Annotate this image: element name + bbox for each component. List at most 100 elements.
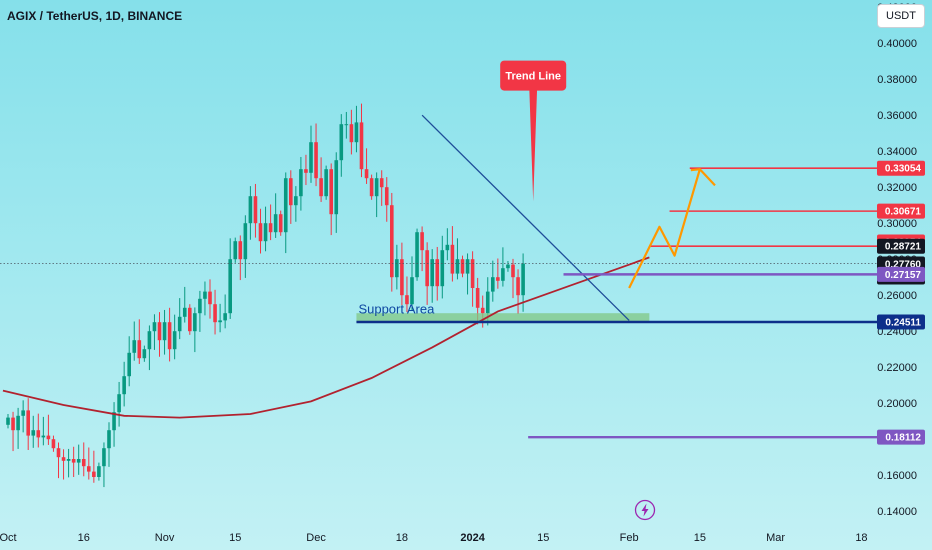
candle-body bbox=[354, 122, 359, 143]
candle bbox=[152, 314, 157, 350]
candle bbox=[213, 289, 217, 335]
candle bbox=[283, 172, 288, 254]
candle bbox=[420, 226, 424, 272]
date-tick-label: 16 bbox=[78, 532, 90, 544]
price-tick-label: 0.32000 bbox=[877, 182, 917, 194]
candle bbox=[379, 170, 384, 206]
candle bbox=[425, 242, 429, 305]
candle bbox=[354, 105, 359, 153]
candle-body bbox=[198, 298, 202, 314]
candle-body bbox=[152, 322, 157, 332]
price-axis[interactable]: 0.420000.400000.380000.360000.340000.320… bbox=[877, 2, 917, 518]
candle bbox=[223, 294, 227, 329]
candle bbox=[344, 111, 349, 139]
chart-overlays: Support Area Trend Line bbox=[0, 60, 877, 439]
date-tick-label: Feb bbox=[620, 532, 639, 544]
candle-body bbox=[132, 340, 137, 353]
candle-body bbox=[268, 223, 273, 233]
date-tick-label: Mar bbox=[766, 532, 785, 544]
candle-body bbox=[117, 394, 121, 413]
projection-arrowhead bbox=[690, 168, 716, 187]
candle bbox=[278, 210, 283, 236]
candle-body bbox=[157, 322, 162, 341]
price-badge-label: 0.24511 bbox=[885, 318, 921, 329]
candle bbox=[137, 319, 142, 364]
candle-body bbox=[425, 250, 429, 287]
date-axis[interactable]: Oct 16 Nov 15 Dec 18 2024 15 Feb 15 Mar 18 bbox=[0, 532, 868, 544]
candle-body bbox=[218, 320, 222, 323]
candle-body bbox=[112, 412, 116, 431]
projection-path bbox=[628, 168, 701, 289]
price-badge-label: 0.28721 bbox=[885, 242, 922, 253]
candle-body bbox=[223, 313, 227, 321]
date-tick-label: Nov bbox=[155, 532, 175, 544]
price-badge-label: 0.30671 bbox=[885, 207, 922, 218]
trend-line bbox=[421, 114, 630, 321]
candle-body bbox=[243, 223, 248, 260]
candle-body bbox=[127, 352, 131, 377]
price-badge-label: 0.27157 bbox=[885, 270, 922, 281]
candle-body bbox=[278, 214, 283, 233]
candle-body bbox=[334, 160, 339, 215]
candle-body bbox=[440, 250, 445, 287]
candle bbox=[415, 228, 419, 281]
candle bbox=[410, 256, 414, 310]
candle-body bbox=[299, 169, 303, 197]
price-tick-label: 0.22000 bbox=[877, 362, 917, 374]
candle bbox=[400, 242, 404, 306]
candle bbox=[440, 235, 445, 299]
candle bbox=[177, 298, 182, 340]
candle bbox=[273, 193, 278, 238]
candle-body bbox=[384, 187, 389, 206]
candle bbox=[395, 244, 399, 290]
lightning-icon[interactable] bbox=[634, 499, 656, 521]
callout-box bbox=[500, 60, 567, 91]
candle-body bbox=[379, 178, 384, 188]
candle bbox=[309, 125, 313, 183]
candle-body bbox=[66, 459, 71, 461]
candle-body bbox=[21, 410, 25, 416]
candle bbox=[107, 422, 111, 467]
candle-body bbox=[309, 142, 313, 173]
candle-body bbox=[304, 169, 308, 173]
candle bbox=[132, 321, 137, 361]
candle-body bbox=[26, 410, 30, 436]
candle bbox=[263, 206, 268, 252]
candle bbox=[491, 260, 495, 302]
currency-button[interactable]: USDT bbox=[877, 4, 925, 28]
candle bbox=[26, 398, 30, 450]
candle bbox=[334, 152, 339, 233]
date-tick-label: Dec bbox=[306, 532, 326, 544]
candle-body bbox=[475, 288, 480, 308]
candle bbox=[167, 307, 172, 362]
candle bbox=[66, 448, 71, 478]
price-badge bbox=[877, 314, 925, 330]
candle bbox=[56, 442, 61, 479]
candle-body bbox=[400, 259, 404, 296]
candle-body bbox=[420, 232, 424, 251]
candle bbox=[157, 312, 162, 357]
candle bbox=[430, 249, 434, 303]
candle bbox=[501, 247, 505, 287]
candle-body bbox=[71, 459, 76, 463]
candle-body bbox=[102, 448, 106, 467]
candle-body bbox=[455, 259, 460, 274]
candle bbox=[11, 411, 15, 452]
candle bbox=[238, 235, 243, 281]
candle bbox=[172, 314, 177, 360]
candle bbox=[304, 154, 308, 186]
candle-body bbox=[435, 259, 440, 287]
candle bbox=[465, 253, 470, 295]
candle-body bbox=[480, 307, 485, 314]
candle bbox=[76, 444, 81, 475]
callout-pointer bbox=[529, 85, 538, 202]
candle-body bbox=[31, 430, 36, 436]
candle-body bbox=[162, 322, 167, 341]
candle-body bbox=[107, 430, 111, 449]
price-tick-label: 0.40000 bbox=[877, 38, 917, 50]
candle-body bbox=[359, 122, 364, 170]
candle bbox=[233, 237, 238, 263]
candle-body bbox=[405, 295, 409, 305]
price-tick-label: 0.36000 bbox=[877, 110, 917, 122]
